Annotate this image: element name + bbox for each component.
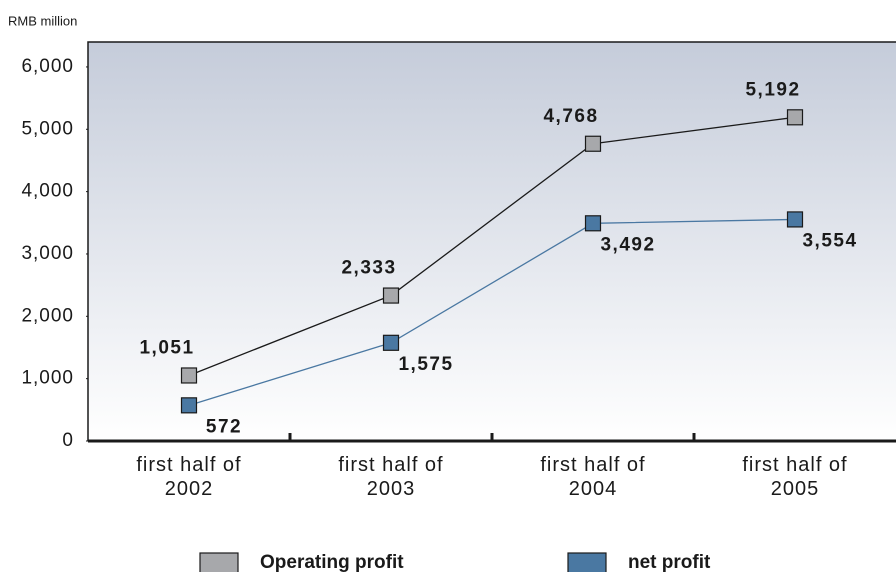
legend-swatch bbox=[199, 552, 239, 572]
marker bbox=[382, 287, 400, 304]
legend-label: Operating profit bbox=[260, 552, 404, 572]
data-label: 1,051 bbox=[139, 337, 194, 358]
marker bbox=[584, 135, 602, 152]
x-tick-label: first half of 2002 bbox=[136, 454, 242, 500]
marker bbox=[180, 397, 198, 414]
series-line bbox=[188, 116, 796, 377]
marker bbox=[382, 334, 400, 351]
data-label: 572 bbox=[206, 416, 242, 437]
x-tick-label: first half of 2003 bbox=[338, 454, 444, 500]
y-tick-label: 5,000 bbox=[21, 118, 74, 139]
marker bbox=[180, 367, 198, 384]
data-label: 5,192 bbox=[745, 79, 800, 100]
x-tick-label: first half of 2004 bbox=[540, 454, 646, 500]
data-label: 1,575 bbox=[398, 354, 453, 375]
frame bbox=[87, 41, 896, 441]
data-label: 2,333 bbox=[341, 258, 396, 279]
legend-label: net profit bbox=[628, 552, 711, 572]
plot-area bbox=[88, 42, 896, 441]
y-tick-label: 2,000 bbox=[21, 305, 74, 326]
y-tick-label: 4,000 bbox=[21, 181, 74, 202]
marker bbox=[786, 211, 804, 228]
x-tick-label: first half of 2005 bbox=[742, 454, 848, 500]
data-label: 3,492 bbox=[600, 234, 655, 255]
y-tick-label: 3,000 bbox=[21, 243, 74, 264]
series-line bbox=[188, 218, 796, 406]
y-tick-label: 6,000 bbox=[21, 56, 74, 77]
y-tick-label: 1,000 bbox=[21, 368, 74, 389]
marker bbox=[786, 109, 804, 126]
marker bbox=[584, 215, 602, 232]
legend-swatch bbox=[567, 552, 607, 572]
data-label: 4,768 bbox=[543, 106, 598, 127]
y-tick-label: 0 bbox=[62, 430, 74, 451]
y-axis-label: RMB million bbox=[8, 13, 77, 28]
data-label: 3,554 bbox=[802, 230, 857, 251]
